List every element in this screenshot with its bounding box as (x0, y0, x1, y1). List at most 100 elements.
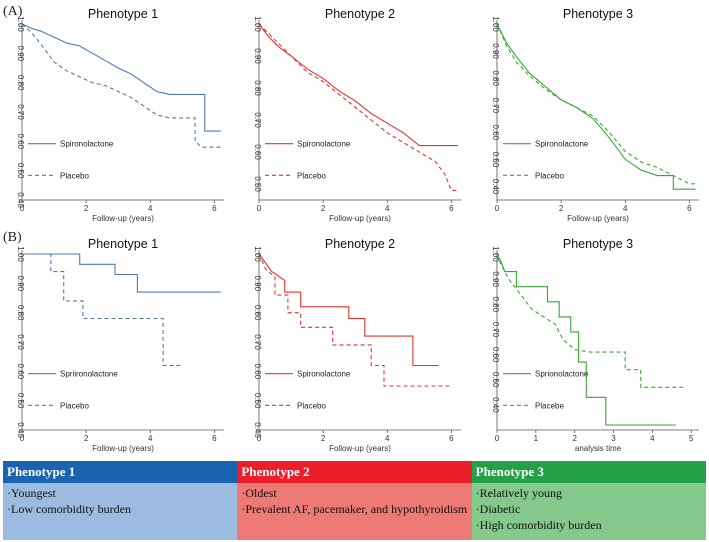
x-tick-label: 2 (321, 434, 326, 443)
y-tick-label: 0.50 (253, 176, 262, 192)
x-axis-label: Follow-up (years) (92, 214, 154, 223)
x-tick-label: 2 (84, 434, 89, 443)
y-tick-label: 0.70 (253, 334, 262, 350)
phenotype-2-item: ·Prevalent AF, pacemaker, and hypothyroi… (241, 502, 468, 516)
y-tick-label: 0.80 (253, 305, 262, 321)
legend-treatment-label: Sprionolactone (535, 370, 589, 379)
x-tick-label: 4 (650, 434, 655, 443)
y-tick-label: 0.40 (16, 192, 25, 208)
km-plot-a2: Phenotype 2 0.50 0.60 0.70 0.80 0.90 1.00 0 2 4 6 F… (251, 4, 467, 226)
placebo-survival-curve (496, 23, 696, 185)
x-axis-label: Follow-up (years) (329, 214, 391, 223)
x-tick-label: 6 (212, 204, 217, 213)
plot-title: Phenotype 2 (325, 7, 395, 21)
legend-placebo-label: Placebo (60, 401, 89, 410)
placebo-survival-curve (496, 253, 684, 388)
y-tick-label: 0.70 (491, 322, 500, 338)
km-plot-b1: Phenotype 1 0.40 0.50 0.60 0.70 0.80 0.90 1.00 0… (14, 234, 230, 456)
x-tick-label: 6 (687, 204, 692, 213)
y-tick-label: 0.80 (491, 70, 500, 86)
y-tick-label: 0.90 (16, 276, 25, 292)
legend-treatment-label: Spironolactone (297, 140, 351, 149)
x-tick-label: 4 (148, 434, 153, 443)
y-tick-label: 0.60 (253, 144, 262, 160)
phenotype-summary-table: Phenotype 1 ·Youngest ·Low comorbidity b… (3, 461, 706, 540)
x-tick-label: 0 (257, 204, 262, 213)
phenotype-1-header: Phenotype 1 (3, 461, 238, 483)
x-tick-label: 1 (534, 434, 539, 443)
x-tick-label: 0 (495, 204, 500, 213)
phenotype-1-column: Phenotype 1 ·Youngest ·Low comorbidity b… (3, 461, 238, 540)
treatment-survival-curve (22, 253, 221, 293)
y-tick-label: 1.00 (16, 246, 25, 262)
legend-placebo-label: Placebo (297, 401, 326, 410)
legend-treatment-label: Spriironolactone (60, 370, 118, 379)
y-tick-label: 0.70 (16, 334, 25, 350)
legend-treatment-label: Spironolactone (60, 140, 114, 149)
y-tick-label: 0.60 (16, 364, 25, 380)
treatment-survival-curve (496, 253, 676, 426)
y-tick-label: 0.80 (16, 305, 25, 321)
y-tick-label: 1.00 (16, 16, 25, 32)
y-tick-label: 0.50 (491, 372, 500, 388)
y-tick-label: 0.40 (491, 179, 500, 195)
x-tick-label: 5 (689, 434, 694, 443)
y-tick-label: 0.50 (16, 393, 25, 409)
x-tick-label: 0 (257, 434, 262, 443)
y-tick-label: 0.40 (491, 397, 500, 413)
y-tick-label: 0.60 (491, 125, 500, 141)
phenotype-1-item: ·Low comorbidity burden (7, 502, 131, 516)
y-tick-label: 0.90 (491, 43, 500, 59)
y-tick-label: 0.90 (253, 48, 262, 64)
legend-placebo-label: Placebe (535, 401, 564, 410)
panel-a-label: (A) (3, 4, 23, 19)
y-tick-label: 0.60 (491, 347, 500, 363)
x-tick-label: 4 (385, 204, 390, 213)
x-axis-label: Follow-up (years) (567, 214, 629, 223)
panel-b-label: (B) (3, 230, 22, 245)
legend-treatment-label: Spironolactone (297, 370, 351, 379)
phenotype-1-item: ·Youngest (7, 486, 56, 500)
y-tick-label: 1.00 (253, 246, 262, 262)
x-tick-label: 2 (84, 204, 89, 213)
placebo-survival-curve (258, 23, 458, 191)
placebo-survival-curve (258, 253, 452, 387)
treatment-survival-curve (258, 23, 458, 147)
treatment-survival-curve (496, 23, 696, 190)
x-tick-label: 0 (20, 204, 25, 213)
legend-treatment-label: Spironolactone (535, 140, 589, 149)
x-tick-label: 3 (611, 434, 616, 443)
placebo-survival-curve (22, 253, 183, 367)
plot-title: Phenotype 3 (563, 237, 633, 251)
x-axis-label: Follow-up (years) (329, 444, 391, 453)
y-tick-label: 1.00 (491, 246, 500, 262)
y-tick-label: 1.00 (253, 16, 262, 32)
plot-title: Phenotype 3 (563, 7, 633, 21)
y-tick-label: 0.70 (16, 104, 25, 120)
x-tick-label: 0 (20, 434, 25, 443)
y-tick-label: 0.50 (16, 163, 25, 179)
km-plot-a1: Phenotype 1 0.40 0.50 0.60 0.70 0.80 0.90 1.00 0… (14, 4, 230, 226)
phenotype-3-item: ·Relatively young (475, 486, 562, 500)
y-tick-label: 0.40 (16, 422, 25, 438)
x-tick-label: 6 (449, 434, 454, 443)
y-tick-label: 0.70 (491, 97, 500, 113)
phenotype-3-header: Phenotype 3 (471, 461, 706, 483)
y-tick-label: 0.90 (491, 271, 500, 287)
legend-placebo-label: Placebo (60, 171, 89, 180)
y-tick-label: 0.40 (253, 422, 262, 438)
x-tick-label: 4 (385, 434, 390, 443)
phenotype-2-item: ·Oldest (241, 486, 277, 500)
legend-placebo-label: Placebo (297, 171, 326, 180)
y-tick-label: 0.50 (491, 152, 500, 168)
x-tick-label: 4 (623, 204, 628, 213)
x-tick-label: 0 (495, 434, 500, 443)
phenotype-2-header: Phenotype 2 (237, 461, 472, 483)
phenotype-3-column: Phenotype 3 ·Relatively young ·Diabetic … (471, 461, 706, 540)
km-plot-b2: Phenotype 2 0.40 0.50 0.60 0.70 0.80 0.90 1.00 0… (251, 234, 467, 456)
phenotype-3-item: ·High comorbidity burden (475, 518, 602, 532)
x-tick-label: 2 (572, 434, 577, 443)
phenotype-3-body: ·Relatively young ·Diabetic ·High comorb… (471, 483, 706, 540)
km-plot-a3: Phenotype 3 0.40 0.50 0.60 0.70 0.80 0.90 1.00 0… (489, 4, 705, 226)
phenotype-2-column: Phenotype 2 ·Oldest ·Prevalent AF, pacem… (237, 461, 472, 540)
